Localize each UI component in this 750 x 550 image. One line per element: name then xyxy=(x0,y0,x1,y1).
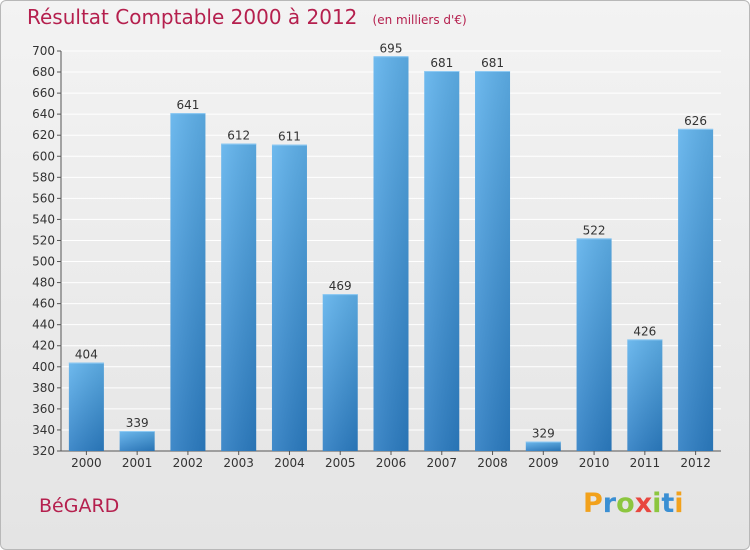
commune-name: BéGARD xyxy=(39,495,120,517)
y-tick-label: 600 xyxy=(32,149,55,163)
data-label: 626 xyxy=(684,114,707,128)
y-tick-label: 360 xyxy=(32,402,55,416)
bar-group xyxy=(373,56,409,452)
x-tick-label: 2009 xyxy=(528,456,559,470)
y-tick-label: 480 xyxy=(32,276,55,290)
bar-shade xyxy=(68,362,104,451)
bar-group xyxy=(68,362,104,451)
logo-letter: i xyxy=(652,488,662,519)
y-tick-label: 420 xyxy=(32,339,55,353)
x-tick-label: 2012 xyxy=(680,456,711,470)
bar-shade xyxy=(221,143,257,451)
x-tick-label: 2008 xyxy=(477,456,508,470)
x-tick-label: 2003 xyxy=(223,456,254,470)
bar-shade xyxy=(678,128,714,451)
bar-shade xyxy=(373,56,409,452)
x-tick-label: 2010 xyxy=(579,456,610,470)
y-tick-label: 440 xyxy=(32,318,55,332)
x-tick-label: 2011 xyxy=(630,456,661,470)
y-tick-label: 340 xyxy=(32,423,55,437)
bar-shade xyxy=(322,294,358,451)
bar-shade xyxy=(475,71,511,451)
bar-shade xyxy=(424,71,460,451)
bar-group xyxy=(271,144,307,451)
y-tick-label: 540 xyxy=(32,212,55,226)
bar-group xyxy=(221,143,257,451)
y-tick-label: 320 xyxy=(32,444,55,458)
x-tick-label: 2002 xyxy=(173,456,204,470)
data-label: 681 xyxy=(481,56,504,70)
bar-group xyxy=(576,238,612,451)
data-label: 695 xyxy=(380,41,403,55)
proxiti-logo: Proxiti xyxy=(583,488,684,519)
x-tick-label: 2000 xyxy=(71,456,102,470)
data-label: 339 xyxy=(126,416,149,430)
logo-letter: r xyxy=(602,488,617,519)
bar-shade xyxy=(627,339,663,451)
labels: 320 340 360 380 400 420 440 460 480 500 520 540 560 5… xyxy=(32,41,711,470)
bar-shade xyxy=(271,144,307,451)
logo-letter: o xyxy=(616,488,635,519)
x-tick-label: 2006 xyxy=(376,456,407,470)
bar-shade xyxy=(119,431,155,451)
y-tick-label: 460 xyxy=(32,297,55,311)
logo-letter: P xyxy=(583,488,603,519)
y-tick-label: 560 xyxy=(32,191,55,205)
data-label: 611 xyxy=(278,130,301,144)
data-label: 641 xyxy=(176,98,199,112)
bar-group xyxy=(424,71,460,451)
bar-group xyxy=(322,294,358,451)
bar-group xyxy=(525,441,561,451)
y-tick-label: 580 xyxy=(32,170,55,184)
bar-shade xyxy=(525,441,561,451)
bar-group xyxy=(475,71,511,451)
bar-shade xyxy=(576,238,612,451)
y-tick-label: 380 xyxy=(32,381,55,395)
bar-shade xyxy=(170,113,206,452)
y-tick-label: 680 xyxy=(32,65,55,79)
y-tick-label: 700 xyxy=(32,44,55,58)
y-tick-label: 640 xyxy=(32,107,55,121)
x-tick-label: 2001 xyxy=(122,456,153,470)
data-label: 404 xyxy=(75,348,98,362)
bar-group xyxy=(678,128,714,451)
logo-letter: t xyxy=(661,488,675,519)
logo-letter: x xyxy=(634,488,653,519)
y-tick-label: 620 xyxy=(32,128,55,142)
y-tick-label: 400 xyxy=(32,360,55,374)
bar-group xyxy=(627,339,663,451)
unit-note: (en milliers d'€) xyxy=(372,13,467,27)
data-label: 426 xyxy=(633,324,656,338)
data-label: 612 xyxy=(227,129,250,143)
chart-title: Résultat Comptable 2000 à 2012 xyxy=(27,5,358,29)
bar-group xyxy=(119,431,155,451)
bars xyxy=(68,56,714,452)
data-label: 522 xyxy=(583,223,606,237)
y-tick-label: 520 xyxy=(32,233,55,247)
data-label: 469 xyxy=(329,279,352,293)
data-label: 329 xyxy=(532,427,555,441)
x-tick-label: 2004 xyxy=(274,456,305,470)
y-tick-label: 500 xyxy=(32,255,55,269)
x-tick-label: 2005 xyxy=(325,456,356,470)
y-tick-label: 660 xyxy=(32,86,55,100)
chart-title-row: Résultat Comptable 2000 à 2012 (en milli… xyxy=(27,5,467,29)
logo-letter: i xyxy=(674,488,684,519)
bar-group xyxy=(170,113,206,452)
x-tick-label: 2007 xyxy=(426,456,457,470)
data-label: 681 xyxy=(430,56,453,70)
